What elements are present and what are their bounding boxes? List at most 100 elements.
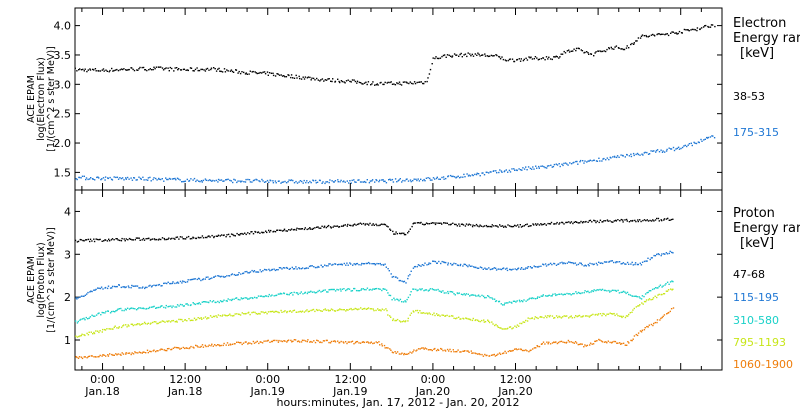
data-point — [362, 341, 364, 343]
data-point — [544, 343, 546, 345]
data-point — [140, 178, 142, 180]
data-point — [371, 289, 373, 291]
data-point — [583, 162, 585, 164]
data-point — [429, 262, 432, 265]
data-point — [670, 288, 672, 290]
data-point — [478, 225, 480, 228]
data-point — [134, 308, 136, 310]
data-point — [614, 289, 617, 292]
data-point — [475, 173, 478, 176]
data-point — [147, 322, 150, 324]
data-point — [406, 82, 408, 84]
data-point — [165, 304, 167, 307]
data-point — [399, 279, 402, 282]
data-point — [398, 300, 400, 302]
x-tick-date-label: Jan.19 — [332, 385, 367, 398]
data-point — [257, 231, 260, 233]
data-point — [403, 353, 405, 356]
data-point — [478, 53, 480, 56]
data-point — [221, 300, 223, 303]
data-point — [299, 341, 301, 343]
data-point — [120, 286, 122, 289]
data-point — [587, 290, 589, 292]
data-point — [700, 27, 703, 29]
data-point — [484, 267, 486, 269]
data-point — [274, 339, 276, 342]
data-point — [658, 151, 661, 153]
data-point — [87, 291, 89, 294]
data-point — [608, 158, 610, 161]
data-point — [297, 293, 299, 296]
data-point — [275, 182, 277, 184]
data-point — [600, 340, 603, 342]
data-point — [281, 311, 283, 313]
data-point — [296, 340, 299, 343]
data-point — [255, 341, 257, 344]
data-point — [379, 262, 381, 265]
data-point — [555, 315, 558, 317]
data-point — [345, 264, 347, 266]
data-point — [359, 342, 362, 344]
data-point — [103, 328, 106, 331]
data-point — [248, 272, 250, 274]
data-point — [204, 344, 206, 347]
data-point — [409, 273, 411, 276]
data-point — [425, 348, 428, 350]
data-point — [353, 179, 355, 181]
data-point — [191, 237, 193, 240]
data-point — [520, 268, 522, 270]
data-point — [545, 265, 548, 267]
data-point — [80, 239, 82, 241]
data-point — [207, 179, 209, 182]
data-point — [278, 311, 280, 314]
data-point — [186, 281, 189, 283]
data-point — [572, 50, 574, 52]
data-point — [256, 271, 258, 273]
data-point — [114, 311, 116, 313]
data-point — [654, 287, 657, 289]
data-point — [394, 84, 397, 86]
data-point — [90, 290, 92, 292]
data-point — [442, 176, 445, 178]
data-point — [85, 239, 88, 241]
data-point — [493, 298, 496, 300]
data-point — [198, 69, 201, 72]
data-point — [384, 263, 386, 265]
data-point — [245, 297, 248, 299]
data-point — [405, 320, 407, 322]
data-point — [176, 281, 179, 283]
data-point — [662, 150, 664, 152]
data-point — [433, 260, 435, 262]
data-point — [536, 266, 538, 268]
data-point — [321, 310, 323, 312]
data-point — [204, 178, 207, 180]
data-point — [106, 70, 108, 72]
data-point — [192, 346, 194, 348]
data-point — [530, 267, 533, 269]
data-point — [604, 50, 607, 53]
data-point — [305, 310, 307, 312]
data-point — [275, 294, 278, 296]
data-point — [172, 281, 174, 283]
data-point — [533, 347, 536, 349]
data-point — [372, 263, 375, 265]
data-point — [116, 354, 118, 356]
data-point — [271, 268, 273, 271]
data-point — [177, 347, 179, 349]
data-point — [147, 237, 149, 240]
data-point — [231, 273, 233, 275]
data-point — [425, 289, 428, 291]
data-point — [189, 347, 191, 349]
data-point — [161, 178, 163, 180]
data-point — [588, 160, 591, 162]
data-point — [626, 291, 629, 294]
data-point — [499, 268, 501, 270]
data-point — [672, 280, 674, 283]
data-point — [647, 291, 649, 294]
data-point — [302, 182, 304, 184]
data-point — [617, 289, 619, 292]
data-point — [709, 26, 712, 28]
data-point — [86, 70, 88, 73]
data-point — [628, 342, 630, 344]
data-point — [313, 266, 315, 268]
